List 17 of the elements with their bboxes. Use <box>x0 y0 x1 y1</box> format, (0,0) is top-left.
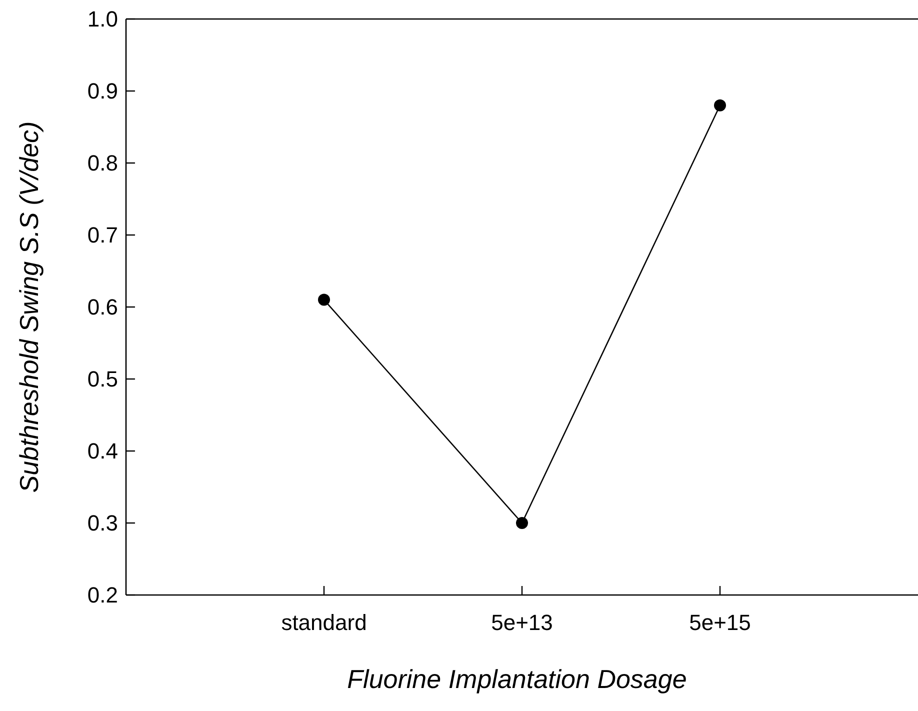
y-tick-label: 0.7 <box>87 222 118 248</box>
y-tick-label: 0.5 <box>87 366 118 392</box>
y-tick-label: 0.4 <box>87 438 118 464</box>
y-axis-title: Subthreshold Swing S.S (V/dec) <box>14 121 44 493</box>
y-tick-label: 0.8 <box>87 150 118 176</box>
point <box>714 99 726 112</box>
y-tick-label: 0.9 <box>87 78 118 104</box>
y-tick-label: 1.0 <box>87 6 118 32</box>
x-axis-title: Fluorine Implantation Dosage <box>347 664 687 694</box>
point <box>318 294 330 306</box>
x-tick-label: 5e+13 <box>491 610 553 635</box>
y-tick-label: 0.3 <box>87 510 118 536</box>
y-tick-label: 0.2 <box>87 582 118 608</box>
x-tick-label: 5e+15 <box>689 610 751 635</box>
y-tick-label: 0.6 <box>87 294 118 320</box>
point <box>516 517 528 529</box>
x-tick-label: standard <box>281 610 367 635</box>
